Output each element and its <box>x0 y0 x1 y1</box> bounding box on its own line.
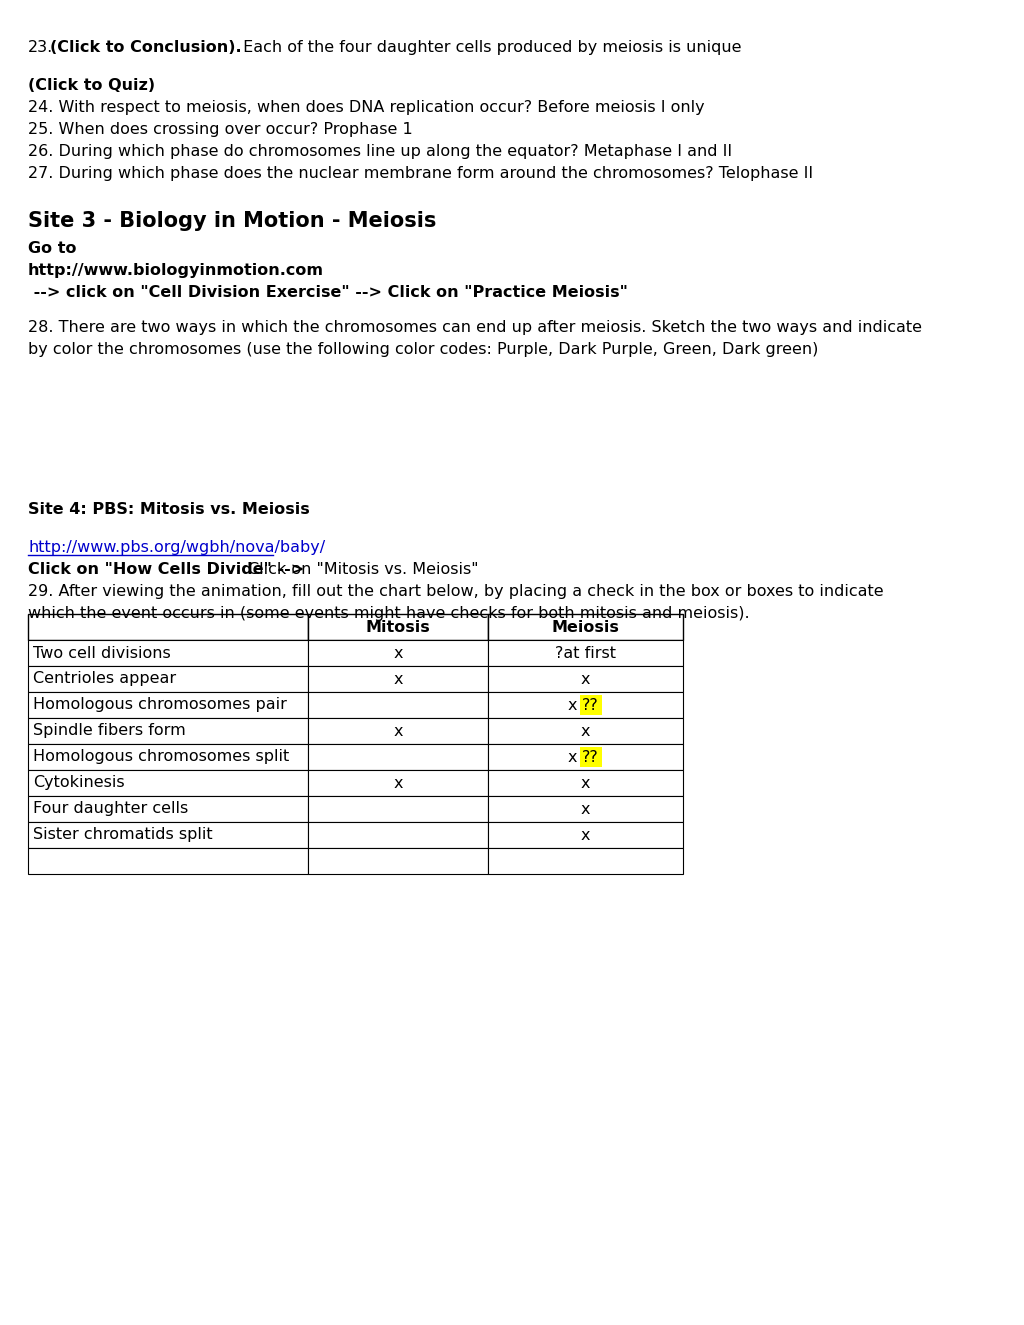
Text: ??: ?? <box>582 697 599 713</box>
Text: Go to: Go to <box>28 241 77 256</box>
Text: (Click to Quiz): (Click to Quiz) <box>28 78 155 93</box>
Bar <box>28 796 308 822</box>
Bar <box>28 745 308 770</box>
Bar <box>488 770 683 796</box>
Bar <box>308 666 488 692</box>
Bar <box>308 745 488 770</box>
Text: Click on "Mitosis vs. Meiosis": Click on "Mitosis vs. Meiosis" <box>248 562 478 576</box>
Bar <box>28 770 308 796</box>
Text: x: x <box>393 775 402 791</box>
Bar <box>308 848 488 874</box>
Bar <box>488 666 683 692</box>
Bar <box>308 640 488 666</box>
Bar <box>488 822 683 848</box>
Text: Spindle fibers form: Spindle fibers form <box>33 723 185 738</box>
Text: Homologous chromosomes pair: Homologous chromosomes pair <box>33 697 287 713</box>
Bar <box>488 692 683 718</box>
Bar <box>28 718 308 745</box>
Text: x: x <box>567 750 582 765</box>
Text: Each of the four daughter cells produced by meiosis is unique: Each of the four daughter cells produced… <box>238 40 741 56</box>
Text: 27. During which phase does the nuclear membrane form around the chromosomes? Te: 27. During which phase does the nuclear … <box>28 166 813 182</box>
Text: http://www.pbs.org/wgbh/nova/baby/: http://www.pbs.org/wgbh/nova/baby/ <box>28 541 326 555</box>
Text: x: x <box>393 723 402 738</box>
Bar <box>308 718 488 745</box>
Text: x: x <box>581 723 590 738</box>
Bar <box>28 848 308 874</box>
Bar <box>308 613 488 640</box>
Text: Sister chromatids split: Sister chromatids split <box>33 828 213 843</box>
Bar <box>28 692 308 718</box>
Text: x: x <box>393 645 402 660</box>
Text: http://www.biologyinmotion.com: http://www.biologyinmotion.com <box>28 262 324 278</box>
Text: --> click on "Cell Division Exercise" --> Click on "Practice Meiosis": --> click on "Cell Division Exercise" --… <box>28 285 628 299</box>
Bar <box>308 692 488 718</box>
Text: 25. When does crossing over occur? Prophase 1: 25. When does crossing over occur? Proph… <box>28 122 413 136</box>
Text: Four daughter cells: Four daughter cells <box>33 802 188 816</box>
Bar <box>28 822 308 848</box>
Bar <box>488 613 683 640</box>
Text: Meiosis: Meiosis <box>552 620 620 635</box>
Text: which the event occurs in (some events might have checks for both mitosis and me: which the event occurs in (some events m… <box>28 606 750 621</box>
Text: Site 3 - Biology in Motion - Meiosis: Site 3 - Biology in Motion - Meiosis <box>28 211 436 231</box>
Text: x: x <box>567 697 582 713</box>
Text: Centrioles appear: Centrioles appear <box>33 672 176 686</box>
Text: Site 4: PBS: Mitosis vs. Meiosis: Site 4: PBS: Mitosis vs. Meiosis <box>28 502 309 517</box>
Text: Homologous chromosomes split: Homologous chromosomes split <box>33 750 289 765</box>
Bar <box>308 770 488 796</box>
Text: 26. During which phase do chromosomes line up along the equator? Metaphase I and: 26. During which phase do chromosomes li… <box>28 144 732 159</box>
Text: Mitosis: Mitosis <box>366 620 430 635</box>
Text: x: x <box>393 672 402 686</box>
Text: ?at first: ?at first <box>555 645 616 660</box>
Text: 23.: 23. <box>28 40 53 56</box>
Bar <box>28 666 308 692</box>
Text: ??: ?? <box>582 750 599 765</box>
Text: 29. After viewing the animation, fill out the chart below, by placing a check in: 29. After viewing the animation, fill ou… <box>28 584 884 599</box>
Bar <box>580 747 601 767</box>
Text: x: x <box>581 672 590 686</box>
Bar <box>488 796 683 822</box>
Text: Cytokinesis: Cytokinesis <box>33 775 125 791</box>
Text: 28. There are two ways in which the chromosomes can end up after meiosis. Sketch: 28. There are two ways in which the chro… <box>28 321 922 335</box>
Bar <box>488 718 683 745</box>
Text: x: x <box>581 775 590 791</box>
Bar <box>488 640 683 666</box>
Text: by color the chromosomes (use the following color codes: Purple, Dark Purple, Gr: by color the chromosomes (use the follow… <box>28 342 818 356</box>
Text: Two cell divisions: Two cell divisions <box>33 645 171 660</box>
Text: (Click to Conclusion).: (Click to Conclusion). <box>50 40 242 56</box>
Bar <box>488 848 683 874</box>
Text: x: x <box>581 828 590 843</box>
Text: 24. With respect to meiosis, when does DNA replication occur? Before meiosis I o: 24. With respect to meiosis, when does D… <box>28 99 705 115</box>
Text: x: x <box>581 802 590 816</box>
Bar <box>28 613 308 640</box>
Bar <box>308 796 488 822</box>
Bar <box>28 640 308 666</box>
Bar <box>488 745 683 770</box>
Bar <box>580 696 601 716</box>
Bar <box>308 822 488 848</box>
Text: Click on "How Cells Divide" -->: Click on "How Cells Divide" --> <box>28 562 304 576</box>
